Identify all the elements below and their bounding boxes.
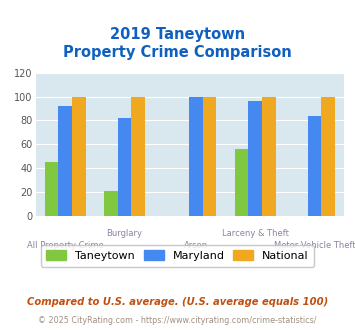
Text: Motor Vehicle Theft: Motor Vehicle Theft bbox=[274, 241, 355, 250]
Bar bbox=[118, 118, 131, 216]
Text: All Property Crime: All Property Crime bbox=[27, 241, 104, 250]
Text: Larceny & Theft: Larceny & Theft bbox=[222, 229, 289, 238]
Text: Compared to U.S. average. (U.S. average equals 100): Compared to U.S. average. (U.S. average … bbox=[27, 297, 328, 307]
Bar bbox=[203, 96, 216, 216]
Text: Burglary: Burglary bbox=[106, 229, 143, 238]
Bar bbox=[235, 149, 248, 216]
Text: 2019 Taneytown: 2019 Taneytown bbox=[110, 27, 245, 42]
Legend: Taneytown, Maryland, National: Taneytown, Maryland, National bbox=[40, 245, 315, 267]
Bar bbox=[104, 191, 118, 216]
Bar bbox=[189, 96, 203, 216]
Text: Property Crime Comparison: Property Crime Comparison bbox=[63, 45, 292, 60]
Bar bbox=[58, 106, 72, 216]
Bar bbox=[322, 96, 335, 216]
Bar bbox=[45, 162, 58, 216]
Bar bbox=[308, 115, 322, 216]
Bar bbox=[72, 96, 86, 216]
Bar bbox=[248, 101, 262, 216]
Text: © 2025 CityRating.com - https://www.cityrating.com/crime-statistics/: © 2025 CityRating.com - https://www.city… bbox=[38, 316, 317, 325]
Text: Arson: Arson bbox=[184, 241, 208, 250]
Bar bbox=[262, 96, 276, 216]
Bar bbox=[131, 96, 145, 216]
